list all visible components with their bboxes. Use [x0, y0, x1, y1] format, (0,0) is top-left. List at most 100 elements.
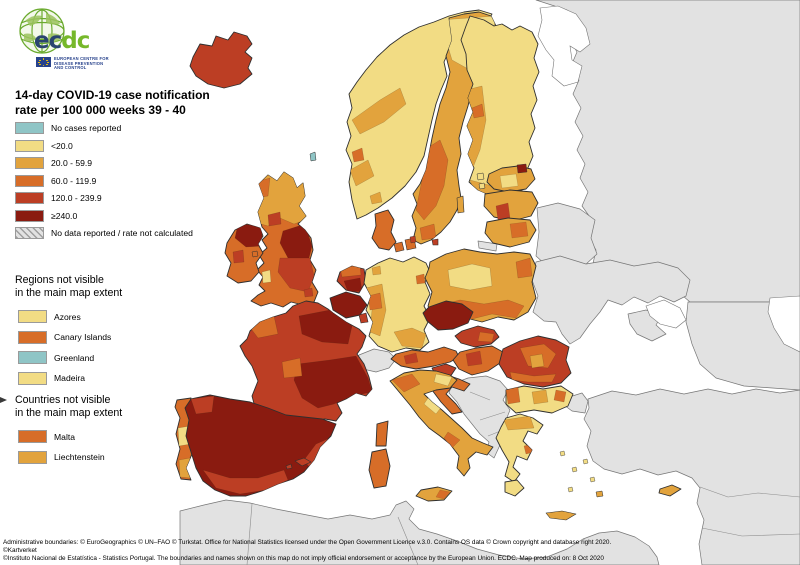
region-estonian-islands [476, 172, 486, 190]
region-greece [495, 413, 544, 483]
sicily-east-region [435, 489, 451, 500]
countries-not-visible-list: Malta Liechtenstein [18, 430, 105, 471]
germany-regions [365, 265, 427, 349]
ecdc-org-name: EUROPEAN CENTRE FOR DISEASE PREVENTION A… [54, 56, 109, 71]
region-north-africa [179, 499, 660, 565]
region-iceland [189, 31, 253, 89]
legend-row: 120.0 - 239.9 [15, 192, 193, 204]
inner-seas [537, 5, 800, 353]
legend-label: 120.0 - 239.9 [51, 193, 102, 203]
legend-swatch [15, 122, 44, 134]
region-rhodes [595, 490, 604, 498]
hungary-center-region [465, 350, 483, 367]
region-turkey [583, 388, 800, 565]
region-norway [345, 9, 493, 220]
legend-swatch [18, 450, 47, 464]
legend-swatch [18, 351, 47, 364]
region-copenhagen [409, 235, 417, 244]
sea-of-azov [645, 299, 687, 329]
legend-label: <20.0 [51, 140, 73, 151]
legend-label: No cases reported [51, 123, 122, 133]
legend-row: <20.0 [15, 139, 193, 152]
aegean-islands [559, 450, 596, 493]
legend-label: Greenland [54, 352, 95, 363]
region-czechia [422, 300, 474, 331]
non-reporting-countries [179, 0, 800, 565]
legend-swatch [15, 157, 44, 169]
legend-label: Malta [54, 431, 76, 442]
region-peloponnese [504, 479, 525, 497]
legend-swatch [18, 330, 47, 344]
legend-row: Madeira [18, 371, 111, 385]
region-faroe-islands [309, 151, 317, 162]
attribution-line-1: Administrative boundaries: © EuroGeograp… [3, 539, 612, 554]
ecdc-wordmark: ecdc [34, 28, 90, 54]
inset-pointer-arrow-icon [0, 397, 7, 403]
region-gotland [456, 195, 465, 214]
region-denmark-funen [393, 241, 405, 253]
regions-not-visible-heading: Regions not visible in the main map exte… [15, 274, 123, 299]
region-crete [545, 510, 577, 521]
map-title: 14-day COVID-19 case notification rate p… [15, 88, 210, 117]
legend-label: 20.0 - 59.9 [51, 158, 93, 168]
legend-label: 60.0 - 119.9 [51, 175, 97, 186]
slovakia-east-region [477, 331, 495, 343]
estonia-center-region [499, 173, 519, 189]
region-denmark-jutland [371, 209, 397, 251]
romania-regions [509, 343, 557, 383]
regions-not-visible-list: Azores Canary Islands Greenland Madeira [18, 310, 111, 392]
lithuania-east-region [509, 221, 529, 239]
latvia-west-region [495, 202, 511, 221]
bulgaria-regions [506, 386, 567, 405]
region-slovakia [454, 325, 500, 348]
region-balearics [285, 457, 312, 470]
legend-label: No data reported / rate not calculated [51, 228, 193, 238]
ecdc-logo: ecdc EUROPEAN CENTRE FOR DISEASE PREVENT… [12, 4, 130, 76]
region-belarus [535, 202, 598, 267]
legend-swatch [18, 310, 47, 323]
legend-label: Madeira [54, 373, 86, 383]
region-caucasus [685, 301, 800, 391]
legend-swatch [15, 174, 44, 187]
caspian-sea [767, 295, 800, 353]
norway-regions [349, 87, 407, 205]
legend-row: Malta [18, 430, 105, 443]
legend-swatch [15, 227, 44, 239]
legend-row: Greenland [18, 351, 111, 364]
legend-swatch [15, 209, 44, 222]
region-italy [389, 369, 494, 477]
region-cyprus [658, 484, 682, 497]
legend-row: Liechtenstein [18, 450, 105, 464]
legend-swatch [18, 371, 47, 385]
legend-swatch [18, 430, 47, 443]
region-sardinia [368, 448, 391, 489]
region-kaliningrad [477, 240, 498, 252]
region-luxembourg [358, 312, 369, 324]
region-bornholm [431, 238, 439, 246]
region-corsica [375, 420, 389, 447]
austria-west-region [403, 352, 419, 365]
globe-icon [19, 8, 65, 54]
legend-swatch [15, 139, 44, 152]
region-ukraine [531, 255, 691, 345]
legend-label: Azores [54, 311, 81, 322]
legend: No cases reported <20.0 20.0 - 59.9 60.0 - … [15, 122, 193, 245]
legend-row: 20.0 - 59.9 [15, 157, 193, 169]
legend-row: Azores [18, 310, 111, 323]
countries-not-visible-heading: Countries not visible in the main map ex… [15, 394, 123, 419]
region-spain [184, 394, 337, 497]
africa-border-lines [246, 503, 419, 565]
legend-label: Canary Islands [54, 332, 112, 342]
eu-flag-icon [36, 57, 51, 67]
attribution-footer: Administrative boundaries: © EuroGeograp… [3, 539, 643, 562]
legend-label: Liechtenstein [54, 452, 105, 462]
legend-row: 60.0 - 119.9 [15, 174, 193, 187]
white-sea [537, 5, 591, 87]
legend-label: ≥240.0 [51, 210, 78, 221]
legend-row: No cases reported [15, 122, 193, 134]
italy-regions [391, 373, 461, 449]
legend-row: No data reported / rate not calculated [15, 227, 193, 239]
estonia-northeast-region [516, 163, 528, 174]
attribution-line-2: ©Instituto Nacional de Estatística - Sta… [3, 554, 604, 562]
